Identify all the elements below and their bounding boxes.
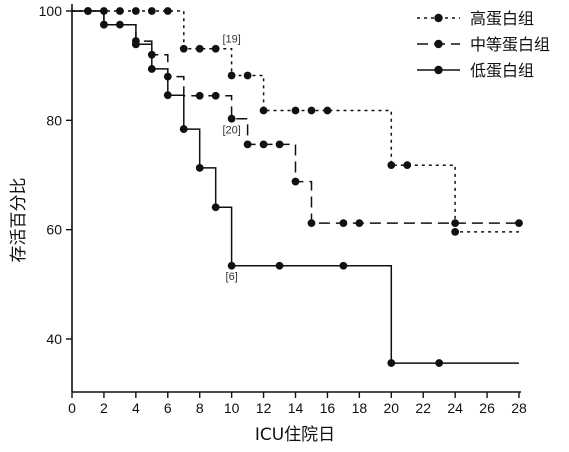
data-point	[211, 44, 220, 53]
data-point	[307, 219, 316, 228]
legend-item-3: 低蛋白组	[417, 61, 534, 80]
annotation-label: [6]	[226, 271, 238, 283]
x-tick-label: 24	[447, 400, 463, 416]
x-tick-label: 22	[415, 400, 431, 416]
x-tick-label: 28	[511, 400, 527, 416]
data-point	[307, 106, 316, 115]
data-point	[387, 359, 396, 367]
legend-item-1: 高蛋白组	[417, 9, 534, 28]
legend-marker	[434, 39, 443, 49]
data-point	[147, 65, 156, 73]
data-point	[115, 20, 124, 29]
data-point	[179, 44, 188, 53]
data-point	[339, 219, 348, 228]
data-point	[100, 20, 108, 29]
data-point	[451, 227, 460, 236]
data-point	[115, 7, 124, 15]
x-tick-label: 16	[320, 400, 336, 416]
annotation-label: [20]	[222, 125, 240, 137]
data-point	[163, 7, 172, 15]
x-tick-label: 20	[383, 400, 399, 416]
data-point	[195, 91, 204, 100]
data-point	[179, 125, 188, 133]
annotation-layer: [19] [20] [6]	[222, 33, 240, 283]
x-tick-label: 8	[196, 400, 204, 416]
y-axis-title: 存活百分比	[9, 178, 29, 263]
data-point	[259, 106, 268, 115]
legend-label: 中等蛋白组	[470, 35, 550, 54]
x-tick-label: 0	[68, 400, 76, 416]
data-point	[195, 44, 204, 53]
data-point	[275, 261, 284, 270]
y-tick-label: 60	[46, 222, 62, 238]
x-tick-label: 26	[479, 400, 495, 416]
y-tick-label: 100	[39, 3, 63, 19]
data-point	[243, 71, 252, 80]
x-tick-label: 4	[132, 400, 140, 416]
data-point	[403, 161, 412, 170]
data-point	[131, 7, 140, 15]
legend-item-2: 中等蛋白组	[417, 35, 550, 54]
data-point	[323, 106, 332, 115]
data-point	[147, 7, 156, 15]
data-point	[211, 91, 220, 100]
data-point	[84, 7, 92, 15]
series-line	[72, 10, 519, 233]
x-tick-label: 10	[224, 400, 240, 416]
data-point	[195, 163, 204, 172]
annotation-label: [19]	[222, 33, 240, 45]
data-point	[211, 203, 220, 212]
x-tick-label: 12	[256, 400, 272, 416]
x-axis-title: ICU住院日	[255, 425, 335, 445]
data-point	[227, 114, 236, 123]
data-point	[227, 261, 236, 270]
series-3	[72, 7, 519, 367]
series-line	[72, 10, 519, 364]
data-point	[275, 140, 284, 149]
legend-marker	[434, 65, 443, 75]
data-point	[355, 219, 364, 228]
x-tick-label: 14	[288, 400, 304, 416]
y-tick-label: 80	[46, 112, 62, 128]
y-tick-label: 40	[46, 331, 62, 347]
data-point	[227, 71, 236, 80]
data-point	[451, 219, 460, 228]
data-point	[435, 359, 444, 367]
data-point	[243, 140, 252, 149]
data-point	[291, 177, 300, 186]
legend-label: 高蛋白组	[470, 9, 534, 28]
x-tick-label: 6	[164, 400, 172, 416]
series-layer	[72, 7, 523, 367]
data-point	[131, 40, 140, 49]
data-point	[291, 106, 300, 115]
data-point	[259, 140, 268, 149]
data-point	[339, 261, 348, 270]
data-point	[515, 219, 523, 228]
legend-label: 低蛋白组	[470, 61, 534, 80]
x-tick-label: 2	[100, 400, 108, 416]
data-point	[163, 91, 172, 100]
x-tick-label: 18	[352, 400, 368, 416]
series-2	[72, 10, 523, 228]
legend-marker	[434, 13, 443, 23]
data-point	[387, 161, 396, 170]
